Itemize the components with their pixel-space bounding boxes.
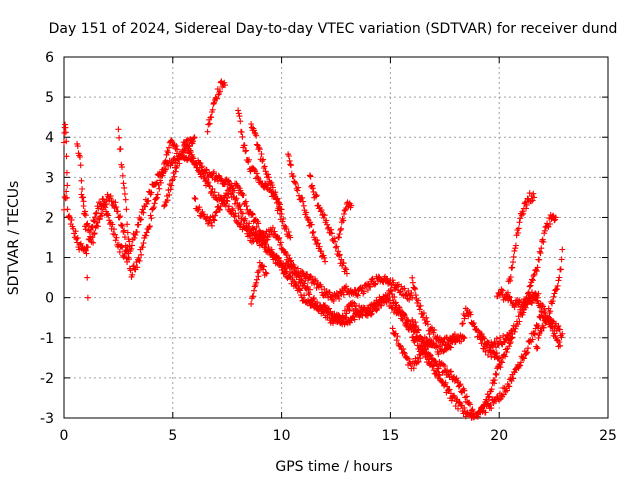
x-axis-label: GPS time / hours: [275, 459, 392, 475]
grid-layer: [64, 57, 608, 418]
series-markers: [494, 286, 542, 313]
series-sat-g: [248, 121, 285, 213]
plot-frame: [63, 56, 609, 419]
series-markers: [533, 246, 566, 352]
series-sat-b: [78, 137, 181, 280]
series-markers: [285, 151, 329, 265]
series-markers: [306, 172, 350, 277]
points-layer: [61, 78, 566, 421]
series-sat-t: [494, 286, 542, 313]
y-tick-label: 6: [45, 50, 54, 66]
series-markers: [409, 291, 564, 421]
series-sat-h: [285, 151, 329, 265]
series-sat-l: [409, 291, 564, 421]
series-sat-j: [335, 199, 355, 241]
x-tick-label: 10: [273, 428, 291, 444]
series-markers: [115, 126, 133, 245]
series-sat-x: [161, 134, 198, 210]
x-tick-label: 0: [60, 428, 69, 444]
series-markers: [335, 199, 355, 241]
series-sat-v: [74, 140, 91, 301]
tick-layer: 0 5 10 15 20 25 -3 -2 -1 0 1 2 3 4 5 6: [40, 50, 617, 444]
y-tick-label: -1: [40, 331, 54, 347]
series-markers: [248, 259, 270, 307]
series-sat-u: [61, 121, 71, 189]
x-tick-label: 20: [490, 428, 508, 444]
series-markers: [61, 121, 71, 189]
series-sat-e: [204, 78, 228, 135]
y-tick-label: 3: [45, 170, 54, 186]
x-tick-label: 25: [599, 428, 617, 444]
series-sat-p: [476, 327, 516, 351]
series-markers: [204, 78, 228, 135]
series-markers: [476, 327, 516, 351]
series-markers: [161, 134, 198, 210]
series-sat-n: [389, 325, 435, 372]
y-axis-label: SDTVAR / TECUs: [6, 181, 22, 296]
y-tick-label: 2: [45, 210, 54, 226]
chart-title: Day 151 of 2024, Sidereal Day-to-day VTE…: [49, 21, 618, 37]
y-tick-label: 0: [45, 291, 54, 307]
y-tick-label: 4: [45, 130, 54, 146]
y-tick-label: -3: [40, 411, 54, 427]
series-markers: [504, 190, 537, 296]
series-sat-k: [248, 259, 270, 307]
series-markers: [248, 121, 285, 213]
x-tick-label: 15: [381, 428, 399, 444]
y-tick-label: -2: [40, 371, 54, 387]
series-sat-i: [306, 172, 350, 277]
y-tick-label: 5: [45, 90, 54, 106]
series-sat-s: [533, 246, 566, 352]
series-markers: [74, 140, 91, 301]
series-sat-q: [504, 190, 537, 296]
y-tick-label: 1: [45, 251, 54, 267]
series-markers: [389, 325, 435, 372]
series-markers: [409, 274, 468, 349]
series-markers: [78, 137, 181, 280]
series-sat-w: [115, 126, 133, 245]
series-sat-m: [409, 274, 468, 349]
x-tick-label: 5: [168, 428, 177, 444]
